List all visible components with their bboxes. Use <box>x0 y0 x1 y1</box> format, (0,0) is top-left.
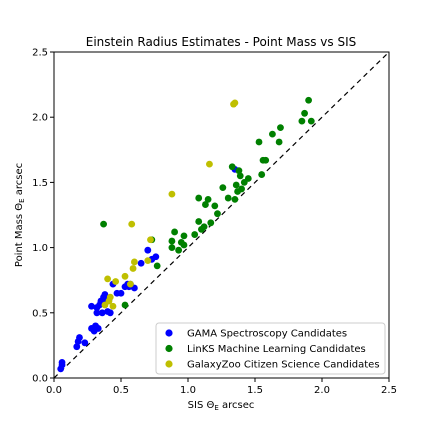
y-tick-label-2: 1.0 <box>32 243 48 254</box>
point-series-1-16 <box>202 201 209 208</box>
reference-line <box>53 51 390 379</box>
point-series-0-32 <box>144 246 152 254</box>
point-series-2-1 <box>104 275 111 283</box>
point-series-1-20 <box>214 210 221 218</box>
point-series-1-22 <box>224 194 232 202</box>
point-series-2-11 <box>144 257 152 265</box>
point-series-1-10 <box>180 232 188 240</box>
point-series-1-27 <box>235 167 243 175</box>
point-series-1-13 <box>195 194 203 202</box>
point-series-2-7 <box>126 280 134 288</box>
point-series-2-10 <box>131 258 138 266</box>
x-axis-label: SIS ΘE arcsec <box>188 400 255 412</box>
y-tick-label-3: 1.5 <box>32 178 48 189</box>
x-tick-label-3: 1.5 <box>247 385 263 396</box>
scatter-points <box>57 96 315 373</box>
point-series-1-31 <box>244 175 252 182</box>
point-series-0-34 <box>152 253 160 261</box>
y-tick-label-1: 0.5 <box>32 308 48 319</box>
point-series-0-13 <box>94 325 102 332</box>
point-series-0-8 <box>88 302 95 310</box>
point-series-1-38 <box>277 124 284 132</box>
point-series-1-24 <box>231 195 239 203</box>
point-series-1-4 <box>168 244 176 252</box>
point-series-1-18 <box>207 219 215 227</box>
point-series-1-35 <box>262 156 270 164</box>
point-series-1-23 <box>228 163 236 171</box>
point-series-1-19 <box>211 202 219 210</box>
y-tick-label-4: 2.0 <box>32 113 48 124</box>
plot-frame <box>53 51 390 379</box>
point-series-0-16 <box>98 309 106 317</box>
point-series-1-40 <box>301 109 308 117</box>
legend: GAMA Spectroscopy Candidates LinKS Machin… <box>155 322 386 375</box>
point-series-1-33 <box>258 171 266 178</box>
point-series-1-37 <box>275 138 283 146</box>
point-series-2-14 <box>206 160 213 168</box>
chart-title: Einstein Radius Estimates - Point Mass v… <box>86 35 356 49</box>
point-series-1-9 <box>180 241 188 249</box>
point-series-1-3 <box>153 262 161 270</box>
point-series-1-42 <box>307 117 315 125</box>
point-series-1-15 <box>200 223 208 231</box>
y-axis-ticks: 0.0 0.5 1.0 1.5 2.0 2.5 <box>32 48 54 385</box>
point-series-2-6 <box>121 272 129 280</box>
point-series-1-0 <box>100 220 107 228</box>
legend-label-2: GalaxyZoo Citizen Science Candidates <box>187 360 380 371</box>
legend-label-1: LinKS Machine Learning Candidates <box>187 344 366 355</box>
point-series-0-22 <box>106 309 114 317</box>
point-series-1-12 <box>195 218 203 225</box>
x-tick-label-4: 2.0 <box>314 385 330 396</box>
point-series-1-41 <box>305 96 312 104</box>
point-series-1-25 <box>232 181 240 189</box>
y-tick-label-5: 2.5 <box>32 48 48 59</box>
legend-box <box>155 322 386 375</box>
point-series-2-16 <box>231 99 239 107</box>
point-series-1-1 <box>121 301 129 309</box>
point-series-0-11 <box>93 309 101 317</box>
y-tick-label-0: 0.0 <box>32 374 48 385</box>
x-tick-label-1: 0.5 <box>113 385 129 396</box>
point-series-1-6 <box>171 228 179 236</box>
point-series-2-5 <box>112 278 120 285</box>
point-series-1-21 <box>219 184 227 192</box>
legend-marker-0 <box>165 329 173 337</box>
point-series-1-7 <box>175 246 183 254</box>
x-tick-label-5: 2.5 <box>381 385 397 396</box>
point-series-2-4 <box>109 302 117 310</box>
point-series-0-3 <box>73 343 81 351</box>
legend-marker-2 <box>165 360 173 368</box>
point-series-1-5 <box>168 237 176 245</box>
legend-marker-1 <box>165 344 173 353</box>
x-tick-label-2: 1.0 <box>180 385 196 396</box>
legend-label-0: GAMA Spectroscopy Candidates <box>187 329 347 340</box>
point-series-1-32 <box>255 138 263 146</box>
point-series-2-12 <box>147 236 154 244</box>
point-series-1-28 <box>236 172 244 180</box>
point-series-0-31 <box>137 259 145 267</box>
point-series-2-9 <box>129 265 137 272</box>
point-series-0-19 <box>101 291 109 298</box>
y-axis-label: Point Mass ΘE arcsec <box>14 163 26 267</box>
point-series-1-29 <box>238 185 246 193</box>
point-series-2-13 <box>168 190 176 198</box>
point-series-0-5 <box>76 334 83 341</box>
point-series-1-11 <box>191 231 199 238</box>
point-series-2-3 <box>106 293 114 301</box>
point-series-0-6 <box>81 339 89 347</box>
point-series-0-25 <box>117 289 125 297</box>
point-series-0-2 <box>58 358 66 366</box>
point-series-1-36 <box>269 130 276 138</box>
point-series-1-39 <box>298 117 306 125</box>
point-series-1-17 <box>204 195 212 203</box>
x-axis-ticks: 0.0 0.5 1.0 1.5 2.0 2.5 <box>46 378 397 396</box>
point-series-2-8 <box>128 220 136 228</box>
x-tick-label-0: 0.0 <box>46 385 62 396</box>
